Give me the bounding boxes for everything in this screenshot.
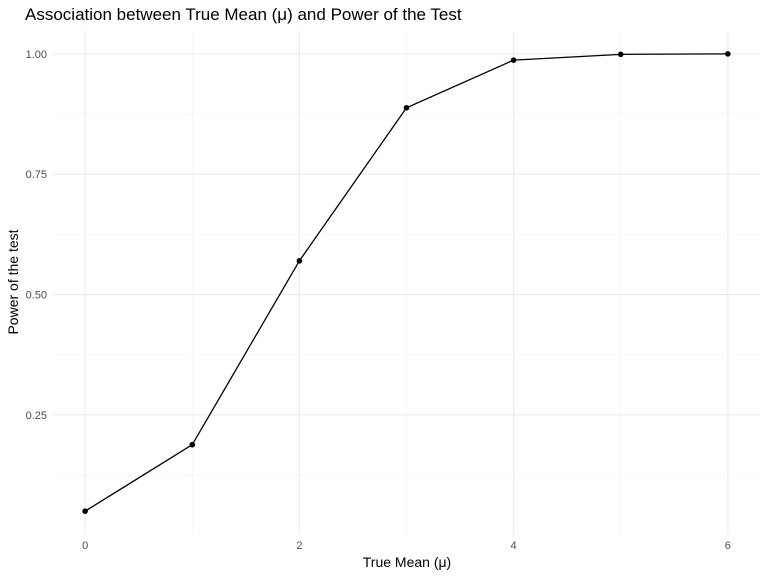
y-tick-label: 0.25 — [26, 410, 47, 422]
chart-title: Association between True Mean (μ) and Po… — [25, 5, 462, 24]
data-point — [189, 441, 196, 448]
x-axis-title: True Mean (μ) — [363, 554, 451, 570]
data-point — [82, 508, 88, 514]
y-tick-label: 1.00 — [26, 49, 47, 61]
y-tick-label: 0.50 — [26, 290, 47, 302]
data-point — [725, 51, 731, 57]
y-axis-title: Power of the test — [5, 229, 21, 334]
data-point — [510, 57, 517, 63]
x-tick-label: 4 — [511, 540, 517, 552]
series — [82, 51, 731, 514]
data-point — [617, 51, 624, 58]
y-tick-label: 0.75 — [26, 169, 47, 181]
x-tick-label: 2 — [296, 540, 302, 552]
data-point — [296, 258, 303, 264]
x-tick-label: 0 — [82, 540, 88, 552]
data-point — [403, 104, 410, 111]
tick-labels: 0 2 4 6 0.25 0.50 0.75 1.00 — [26, 49, 731, 552]
x-tick-label: 6 — [725, 540, 731, 552]
grid — [53, 31, 760, 534]
